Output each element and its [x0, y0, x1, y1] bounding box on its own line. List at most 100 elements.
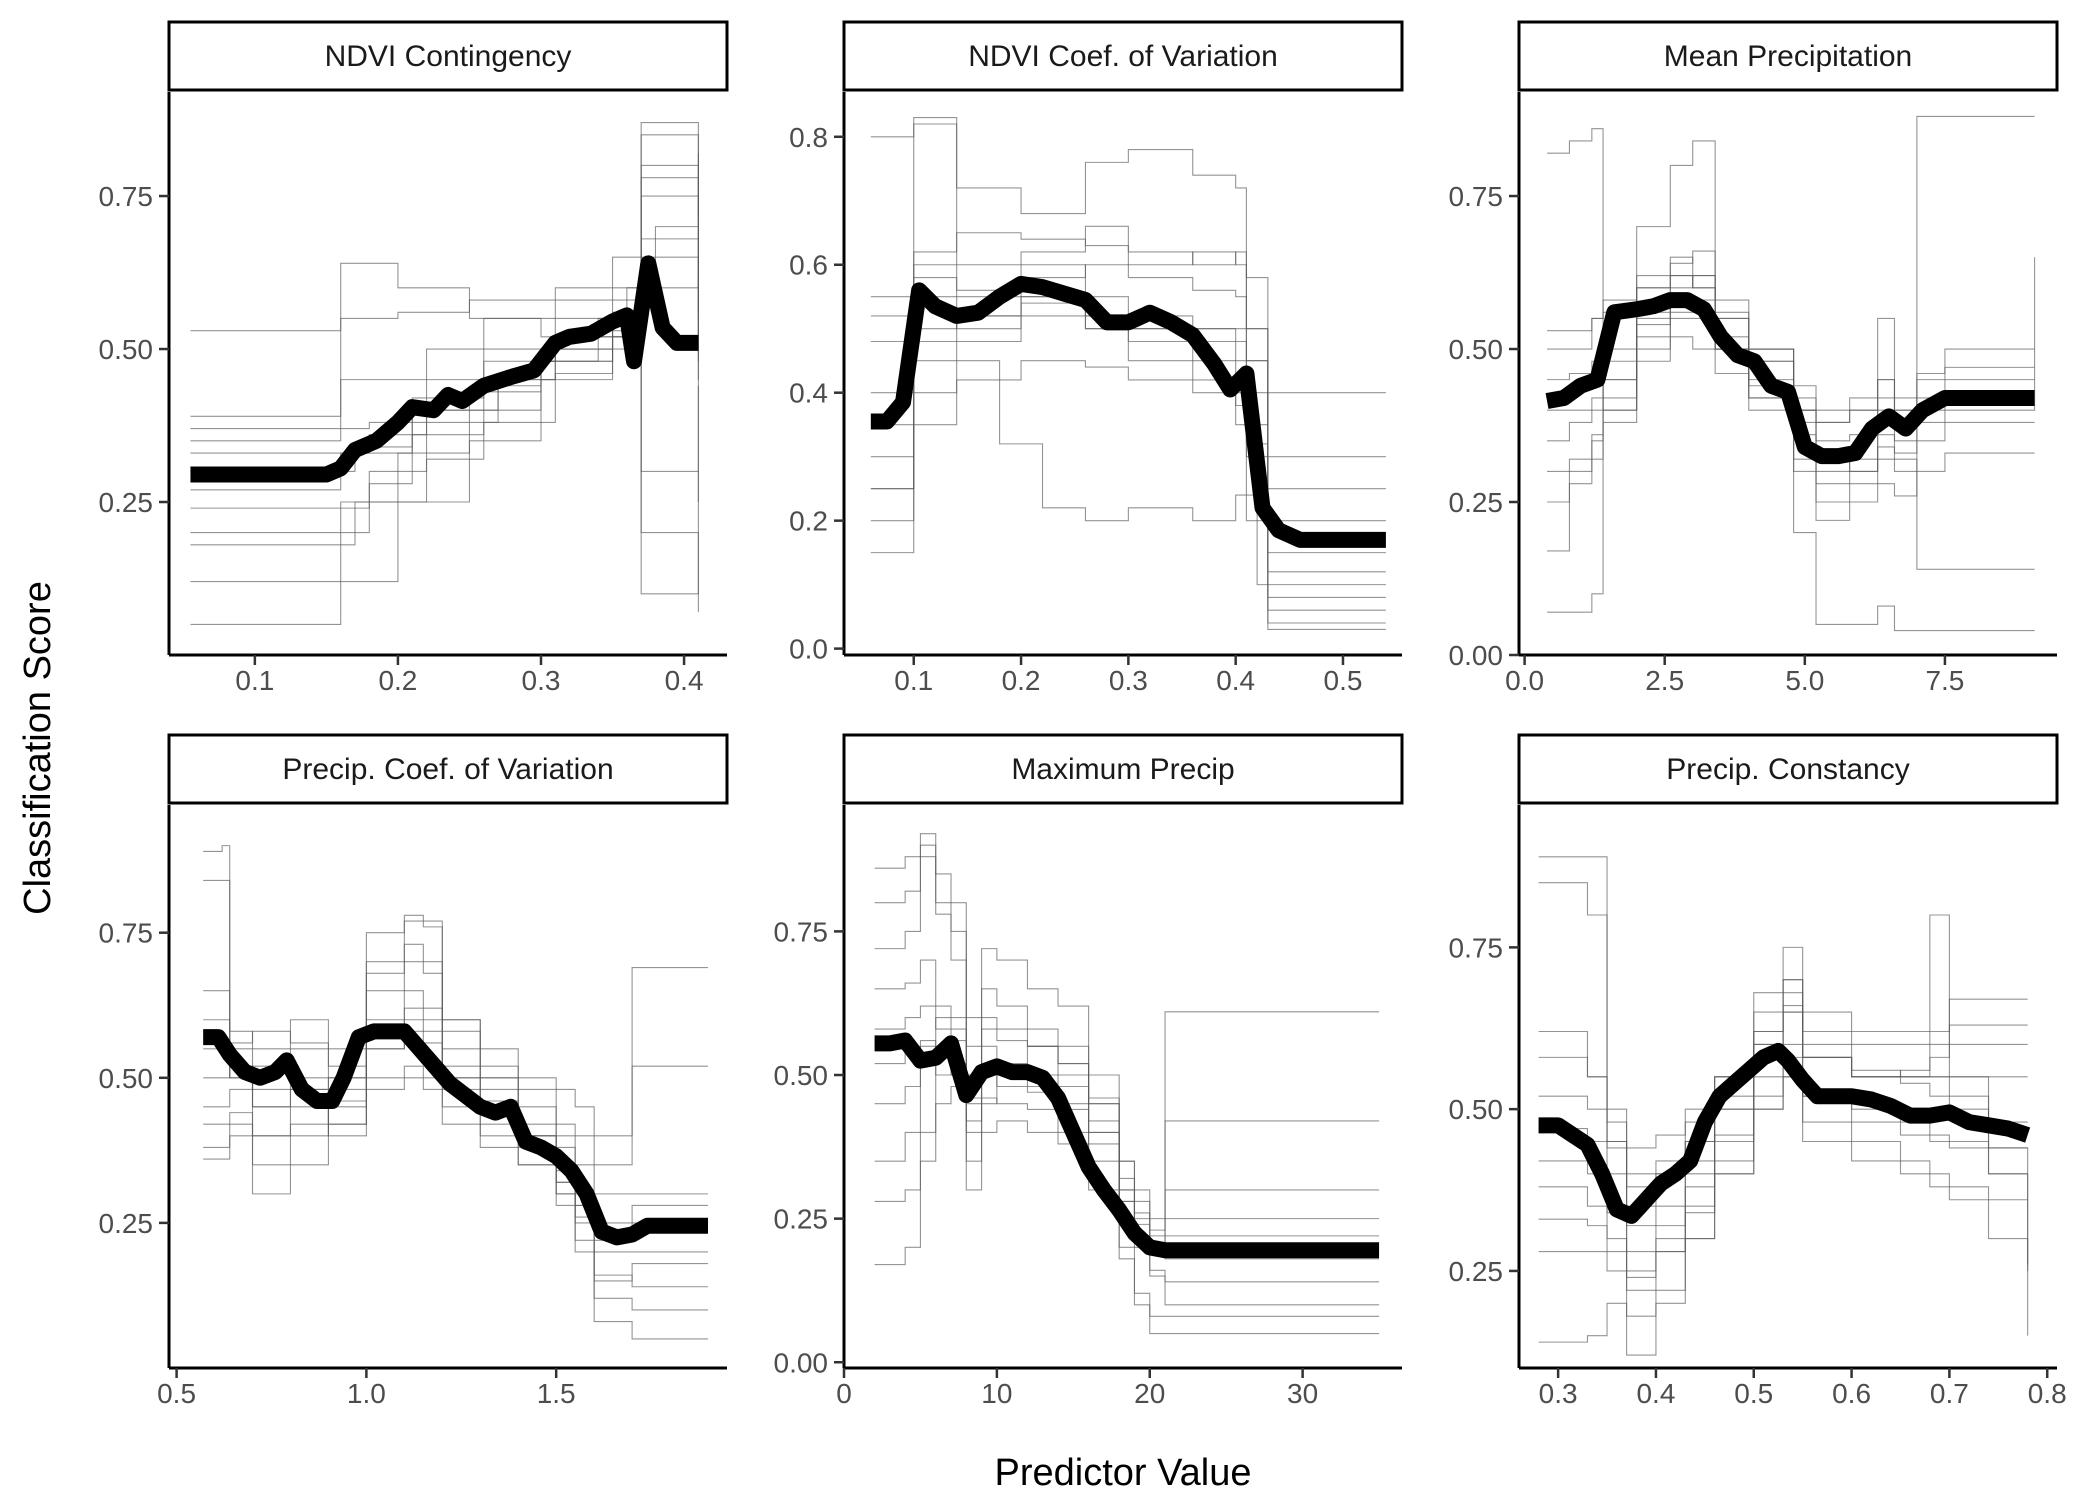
y-tick-label: 0.50	[99, 334, 154, 365]
ice-curve	[874, 856, 1380, 1248]
x-tick-label: 0.4	[665, 665, 704, 696]
facet-panel: Maximum Precip 0.00 0.25 0.50 0.75 0 10 20 30	[774, 733, 1404, 1409]
y-tick-label: 0.25	[99, 487, 154, 518]
ice-curve	[874, 959, 1380, 1231]
facet-panel: NDVI Contingency 0.25 0.50 0.75 0.1 0.2 0.3 0.4	[99, 20, 729, 696]
facet-title: NDVI Coef. of Variation	[968, 40, 1278, 73]
ice-curve	[870, 264, 1386, 426]
ice-curve	[1547, 257, 2036, 485]
ice-curve	[874, 1085, 1380, 1317]
y-tick-label: 0.6	[789, 250, 828, 281]
x-tick-label: 0.4	[1636, 1378, 1675, 1409]
y-tick-label: 0.00	[1449, 640, 1504, 671]
y-tick-label: 0.50	[774, 1060, 829, 1091]
pdp-line	[190, 255, 699, 483]
ice-curve	[190, 238, 699, 534]
pdp-line	[1538, 1042, 2031, 1224]
y-tick-label: 0.50	[99, 1063, 154, 1094]
x-axis-title: Predictor Value	[995, 1452, 1252, 1494]
ice-curve	[1538, 856, 2029, 1336]
x-tick-label: 0.5	[1734, 1378, 1773, 1409]
y-axis-title: Classification Score	[17, 581, 59, 915]
facet-panel: NDVI Coef. of Variation 0.0 0.2 0.4 0.6 0.8 0.…	[789, 20, 1404, 696]
y-tick-label: 0.25	[774, 1204, 829, 1235]
facet-panel: Mean Precipitation 0.00 0.25 0.50 0.75 0.0 2.5…	[1449, 20, 2059, 696]
x-tick-label: 0.7	[1930, 1378, 1969, 1409]
y-tick-label: 0.0	[789, 634, 828, 665]
y-tick-label: 0.50	[1449, 334, 1504, 365]
x-tick-label: 1.5	[537, 1378, 576, 1409]
x-tick-label: 0.1	[894, 665, 933, 696]
ice-curves	[870, 117, 1386, 630]
facet-strip	[1517, 20, 2059, 92]
x-tick-label: 0.3	[522, 665, 561, 696]
x-tick-label: 10	[981, 1378, 1012, 1409]
pdp-line	[870, 275, 1386, 548]
y-tick-label: 0.25	[1449, 1256, 1504, 1287]
x-tick-label: 0.6	[1832, 1378, 1871, 1409]
ice-curve	[203, 1077, 709, 1241]
ice-curve	[190, 164, 699, 430]
x-tick-label: 0.5	[1324, 665, 1363, 696]
facet-panel: Precip. Coef. of Variation 0.25 0.50 0.75 0.…	[99, 733, 729, 1409]
x-tick-label: 0.3	[1109, 665, 1148, 696]
x-tick-label: 7.5	[1925, 665, 1964, 696]
ice-curve	[1547, 336, 2035, 521]
ice-curve	[190, 122, 699, 417]
y-tick-label: 0.75	[99, 181, 154, 212]
ice-curve	[203, 943, 709, 1137]
x-tick-label: 1.0	[347, 1378, 386, 1409]
x-tick-label: 0.2	[378, 665, 417, 696]
ice-curves	[203, 845, 709, 1340]
facet-title: Precip. Constancy	[1666, 753, 1909, 786]
x-tick-label: 0.8	[2028, 1378, 2067, 1409]
y-tick-label: 0.50	[1449, 1094, 1504, 1125]
x-tick-label: 2.5	[1645, 665, 1684, 696]
pdp-line	[874, 1032, 1380, 1259]
facet-strip	[1517, 733, 2059, 805]
ice-curve	[870, 360, 1386, 598]
x-tick-label: 0.1	[235, 665, 274, 696]
x-tick-label: 5.0	[1785, 665, 1824, 696]
x-tick-label: 30	[1287, 1378, 1318, 1409]
ice-curve	[874, 833, 1380, 1220]
y-tick-label: 0.00	[774, 1347, 829, 1378]
facet-title: NDVI Contingency	[325, 40, 572, 73]
facet-strip	[167, 733, 729, 805]
x-tick-label: 0.2	[1002, 665, 1041, 696]
y-tick-label: 0.75	[1449, 181, 1504, 212]
ice-curve	[870, 232, 1386, 624]
ice-curve	[1547, 115, 2035, 424]
x-tick-label: 0	[836, 1378, 852, 1409]
x-tick-label: 0.0	[1505, 665, 1544, 696]
facet-strip	[842, 733, 1404, 805]
y-tick-label: 0.4	[789, 378, 828, 409]
y-tick-label: 0.25	[99, 1208, 154, 1239]
y-tick-label: 0.75	[99, 918, 154, 949]
ice-curve	[203, 1007, 709, 1288]
y-tick-label: 0.75	[1449, 932, 1504, 963]
ice-curve	[190, 336, 699, 595]
x-tick-label: 0.3	[1539, 1378, 1578, 1409]
ice-curve	[1538, 1076, 2029, 1278]
x-tick-label: 0.4	[1216, 665, 1255, 696]
ice-curves	[190, 122, 699, 625]
facet-title: Maximum Precip	[1011, 753, 1234, 786]
facet-title: Precip. Coef. of Variation	[282, 753, 613, 786]
pdp-line	[203, 1023, 709, 1246]
y-tick-label: 0.8	[789, 122, 828, 153]
y-tick-label: 0.75	[774, 916, 829, 947]
facet-strip	[842, 20, 1404, 92]
facet-title: Mean Precipitation	[1664, 40, 1912, 73]
y-tick-label: 0.2	[789, 506, 828, 537]
pdp-line	[1545, 292, 2035, 465]
x-tick-label: 20	[1134, 1378, 1165, 1409]
x-tick-label: 0.5	[157, 1378, 196, 1409]
y-tick-label: 0.25	[1449, 487, 1504, 518]
facet-strip	[167, 20, 729, 92]
ice-curves	[874, 833, 1380, 1335]
ice-curve	[874, 1017, 1380, 1237]
facet-panel: Precip. Constancy 0.25 0.50 0.75 0.3 0.4 0.5 0.…	[1449, 733, 2067, 1409]
